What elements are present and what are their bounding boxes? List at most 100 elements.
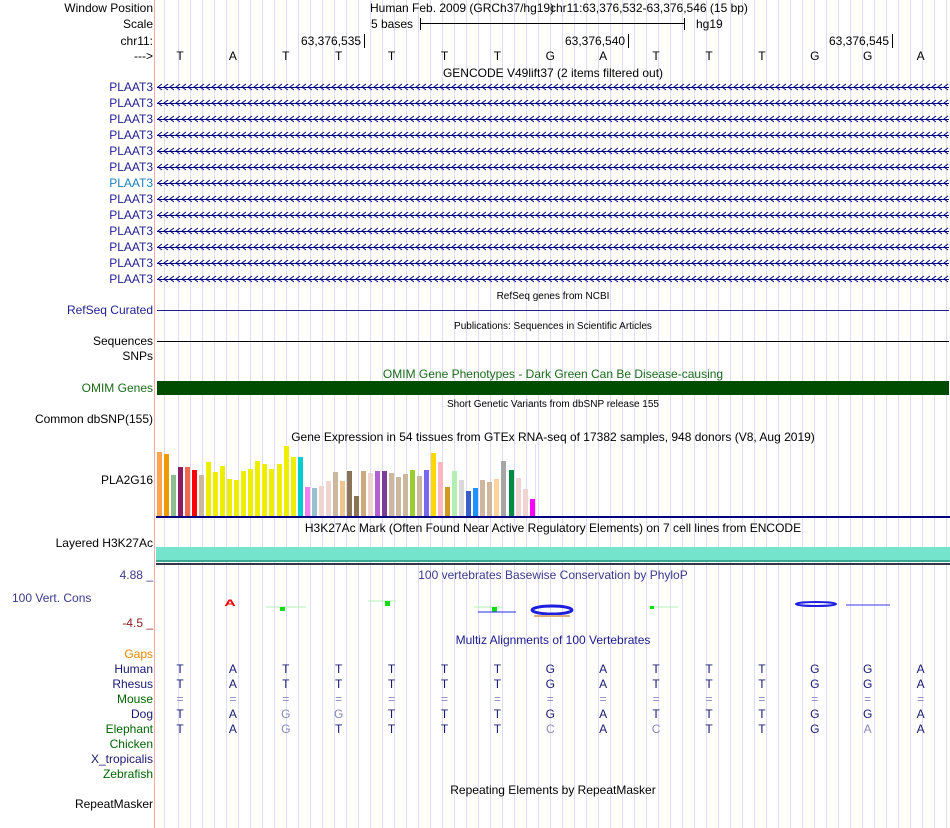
- gene-model[interactable]: [157, 275, 949, 283]
- phylop-logo[interactable]: A: [156, 585, 950, 625]
- gtex-bar[interactable]: [353, 496, 359, 516]
- gtex-bar[interactable]: [164, 454, 170, 516]
- gtex-bar[interactable]: [157, 452, 162, 516]
- refseq-line[interactable]: [157, 310, 949, 311]
- gtex-bar[interactable]: [501, 461, 507, 516]
- gtex-bar[interactable]: [438, 462, 444, 516]
- gene-model[interactable]: [157, 147, 949, 155]
- gene-model[interactable]: [157, 163, 949, 171]
- gene-label[interactable]: PLAAT3: [109, 80, 153, 94]
- species-label[interactable]: Mouse: [116, 692, 153, 706]
- gtex-bar[interactable]: [388, 472, 394, 516]
- gtex-bar[interactable]: [248, 468, 254, 516]
- gene-label[interactable]: PLAAT3: [109, 176, 153, 190]
- gtex-title[interactable]: Gene Expression in 54 tissues from GTEx …: [291, 430, 815, 444]
- refseq-title[interactable]: RefSeq genes from NCBI: [496, 291, 610, 302]
- gene-model[interactable]: [157, 83, 949, 91]
- gtex-bar[interactable]: [297, 457, 303, 516]
- gtex-bar[interactable]: [234, 479, 240, 516]
- gene-label[interactable]: PLAAT3: [109, 144, 153, 158]
- multiz-title[interactable]: Multiz Alignments of 100 Vertebrates: [455, 633, 651, 647]
- gene-model[interactable]: [157, 243, 949, 251]
- gtex-bar[interactable]: [480, 479, 486, 516]
- omim-title[interactable]: OMIM Gene Phenotypes - Dark Green Can Be…: [382, 367, 724, 381]
- gtex-bar[interactable]: [360, 470, 366, 516]
- gtex-bar[interactable]: [374, 470, 380, 516]
- gtex-bar[interactable]: [459, 479, 465, 516]
- pubs-line[interactable]: [157, 341, 949, 342]
- gtex-bar[interactable]: [522, 488, 528, 516]
- gtex-bar[interactable]: [325, 480, 331, 516]
- dbsnp-title[interactable]: Short Genetic Variants from dbSNP releas…: [447, 399, 659, 410]
- gtex-bar[interactable]: [445, 486, 451, 516]
- gtex-bar[interactable]: [255, 461, 261, 516]
- gtex-bar[interactable]: [311, 487, 317, 516]
- gtex-bar[interactable]: [185, 466, 191, 516]
- gene-model[interactable]: [157, 115, 949, 123]
- gencode-title[interactable]: GENCODE V49lift37 (2 items filtered out): [442, 66, 664, 80]
- gene-label[interactable]: PLAAT3: [109, 128, 153, 142]
- h3k27ac-label[interactable]: Layered H3K27Ac: [55, 536, 153, 550]
- species-label[interactable]: Rhesus: [112, 677, 153, 691]
- species-label[interactable]: X_tropicalis: [90, 752, 153, 766]
- gene-model[interactable]: [157, 179, 949, 187]
- gtex-bar[interactable]: [367, 472, 373, 516]
- gtex-bar[interactable]: [424, 469, 430, 516]
- gene-model[interactable]: [157, 131, 949, 139]
- gene-label[interactable]: PLAAT3: [109, 208, 153, 222]
- pubs-title[interactable]: Publications: Sequences in Scientific Ar…: [454, 321, 652, 332]
- species-label[interactable]: Human: [114, 662, 153, 676]
- species-label[interactable]: Dog: [130, 707, 153, 721]
- gtex-bar[interactable]: [452, 470, 458, 516]
- species-label[interactable]: Chicken: [109, 737, 153, 751]
- gtex-bar[interactable]: [171, 474, 177, 516]
- species-label[interactable]: Elephant: [105, 722, 153, 736]
- gaps-label[interactable]: Gaps: [124, 647, 153, 661]
- gtex-bar[interactable]: [304, 486, 310, 516]
- gtex-bar[interactable]: [487, 481, 493, 516]
- gtex-bar[interactable]: [431, 453, 437, 516]
- gene-model[interactable]: [157, 259, 949, 267]
- gtex-bar[interactable]: [466, 491, 472, 516]
- dbsnp-label[interactable]: Common dbSNP(155): [34, 412, 153, 426]
- gtex-bar[interactable]: [276, 463, 282, 516]
- pubs-label[interactable]: Sequences: [92, 334, 153, 348]
- h3k27ac-title[interactable]: H3K27Ac Mark (Often Found Near Active Re…: [304, 521, 802, 535]
- gene-label[interactable]: PLAAT3: [109, 256, 153, 270]
- gtex-bar[interactable]: [178, 466, 184, 516]
- gtex-bar[interactable]: [332, 471, 338, 516]
- gtex-bar[interactable]: [396, 476, 402, 516]
- gene-label[interactable]: PLAAT3: [109, 224, 153, 238]
- gtex-bar[interactable]: [529, 499, 535, 516]
- gene-label[interactable]: PLAAT3: [109, 160, 153, 174]
- gene-model[interactable]: [157, 211, 949, 219]
- h3k27ac-signal[interactable]: [156, 547, 950, 560]
- gtex-bar[interactable]: [410, 469, 416, 516]
- gtex-bar[interactable]: [206, 462, 212, 516]
- refseq-label[interactable]: RefSeq Curated: [66, 303, 153, 317]
- phylop-label[interactable]: 100 Vert. Cons: [12, 591, 92, 605]
- gtex-bar[interactable]: [473, 487, 479, 516]
- gene-label[interactable]: PLAAT3: [109, 240, 153, 254]
- gtex-bar[interactable]: [213, 471, 219, 516]
- species-label[interactable]: Zebrafish: [102, 767, 153, 781]
- gtex-bar[interactable]: [262, 463, 268, 516]
- gtex-label[interactable]: PLA2G16: [100, 473, 153, 487]
- gene-label[interactable]: PLAAT3: [109, 112, 153, 126]
- gtex-bar[interactable]: [508, 469, 514, 516]
- gene-label[interactable]: PLAAT3: [109, 192, 153, 206]
- gene-label[interactable]: PLAAT3: [109, 272, 153, 286]
- gtex-bar[interactable]: [403, 473, 409, 516]
- repeatmasker-label[interactable]: RepeatMasker: [74, 797, 153, 811]
- gtex-bar[interactable]: [417, 475, 423, 516]
- gtex-bar[interactable]: [241, 470, 247, 516]
- gene-model[interactable]: [157, 99, 949, 107]
- gene-model[interactable]: [157, 195, 949, 203]
- omim-bar[interactable]: [157, 381, 949, 395]
- gtex-bar[interactable]: [381, 470, 387, 516]
- omim-label[interactable]: OMIM Genes: [81, 381, 153, 395]
- gtex-bar[interactable]: [346, 470, 352, 516]
- gene-model[interactable]: [157, 227, 949, 235]
- gtex-bar[interactable]: [220, 465, 226, 516]
- gtex-bar[interactable]: [199, 474, 205, 516]
